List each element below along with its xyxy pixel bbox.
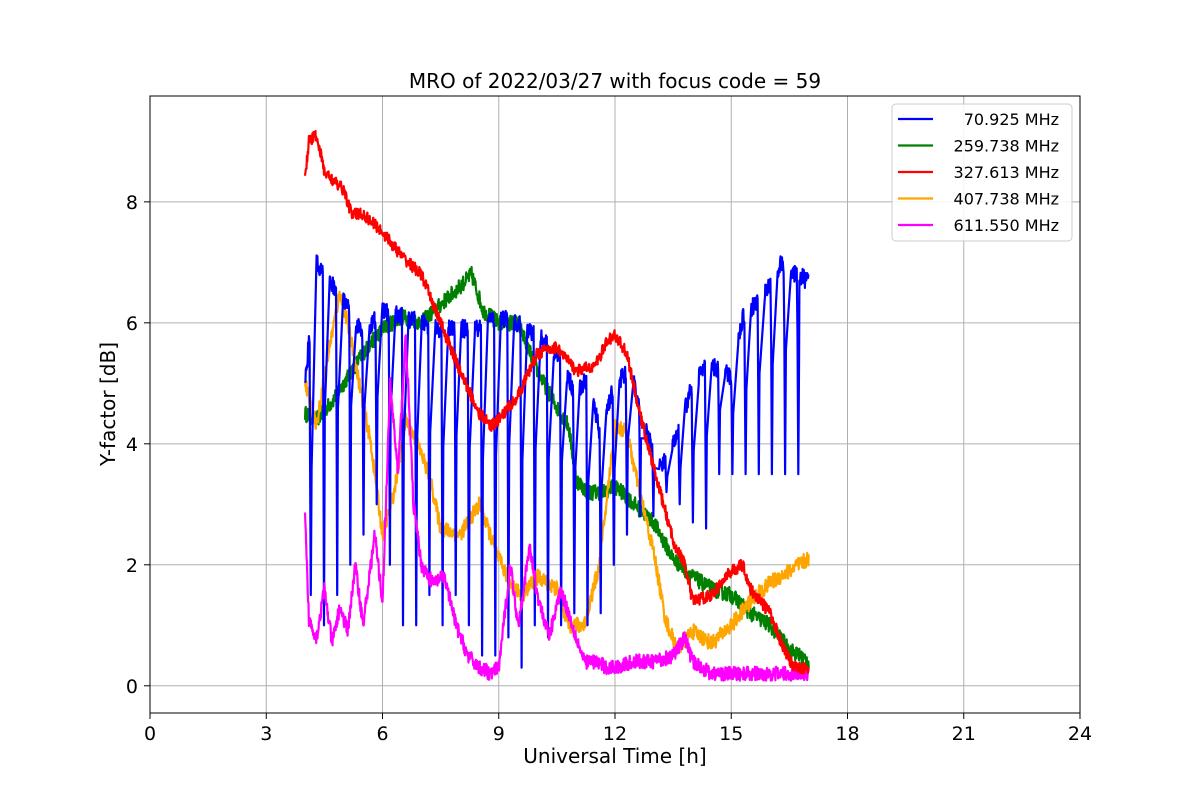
y-tick-label-4: 8 xyxy=(126,192,138,214)
series-line-4 xyxy=(303,334,810,682)
x-axis-label: Universal Time [h] xyxy=(523,744,706,768)
y-tick-label-0: 0 xyxy=(126,676,138,698)
legend-label-1: 259.738 MHz xyxy=(954,137,1059,156)
x-tick-label-6: 18 xyxy=(835,723,859,745)
x-tick-label-5: 15 xyxy=(719,723,743,745)
y-tick-label-3: 6 xyxy=(126,313,138,335)
legend: 70.925 MHz 259.738 MHz 327.613 MHz 407.738 … xyxy=(891,103,1073,242)
legend-box xyxy=(891,103,1073,242)
y-tick-label-1: 2 xyxy=(126,555,138,577)
x-tick-label-0: 0 xyxy=(144,723,156,745)
y-tick-label-2: 4 xyxy=(126,434,138,456)
x-tick-label-4: 12 xyxy=(603,723,627,745)
series-line-2 xyxy=(303,129,810,675)
x-tick-label-1: 3 xyxy=(260,723,272,745)
chart-title: MRO of 2022/03/27 with focus code = 59 xyxy=(409,69,821,93)
x-tick-label-3: 9 xyxy=(493,723,505,745)
x-tick-label-2: 6 xyxy=(376,723,388,745)
y-axis-label: Y-factor [dB] xyxy=(96,342,120,467)
x-tick-label-7: 21 xyxy=(952,723,976,745)
legend-label-3: 407.738 MHz xyxy=(954,190,1059,209)
legend-label-4: 611.550 MHz xyxy=(954,216,1059,235)
series-layer xyxy=(303,129,810,682)
legend-label-2: 327.613 MHz xyxy=(954,163,1059,182)
legend-label-0: 70.925 MHz xyxy=(964,110,1059,129)
x-tick-label-8: 24 xyxy=(1068,723,1092,745)
